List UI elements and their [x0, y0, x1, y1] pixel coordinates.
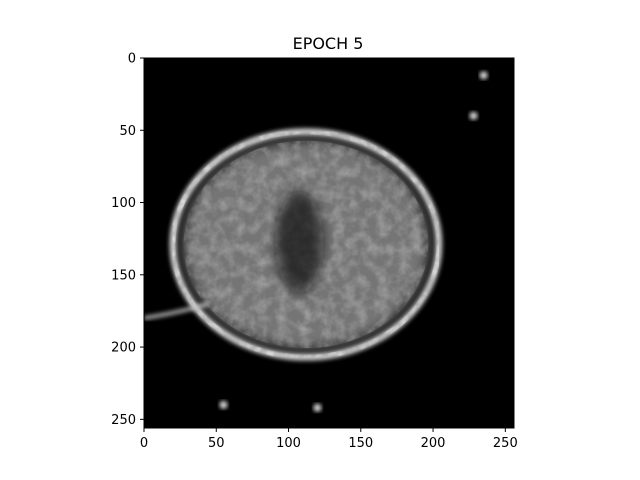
- x-tick-label: 200: [421, 436, 446, 451]
- plot-area: [144, 58, 514, 428]
- x-tick-label: 250: [493, 436, 518, 451]
- bright-speck: [219, 400, 228, 409]
- y-axis: 0 50 100 150 200 250: [111, 52, 144, 428]
- x-tick-label: 50: [208, 436, 225, 451]
- image-content: [144, 71, 488, 412]
- x-tick-label: 100: [276, 436, 301, 451]
- bright-speck: [479, 71, 488, 80]
- x-tick-label: 0: [140, 436, 148, 451]
- bright-speck: [469, 111, 478, 120]
- y-tick-label: 0: [128, 52, 136, 67]
- bright-speck: [313, 403, 322, 412]
- y-tick-label: 100: [111, 196, 136, 211]
- y-tick-label: 50: [119, 124, 136, 139]
- chart-title: EPOCH 5: [293, 34, 364, 53]
- x-axis: 0 50 100 150 200 250: [140, 428, 518, 451]
- axes-frame: [143, 57, 515, 429]
- left-streak: [144, 301, 210, 321]
- y-tick-label: 200: [111, 341, 136, 356]
- x-tick-label: 150: [348, 436, 373, 451]
- y-tick-label: 250: [111, 413, 136, 428]
- ring-texture: [170, 129, 442, 360]
- y-tick-label: 150: [111, 268, 136, 283]
- dark-center: [275, 191, 324, 293]
